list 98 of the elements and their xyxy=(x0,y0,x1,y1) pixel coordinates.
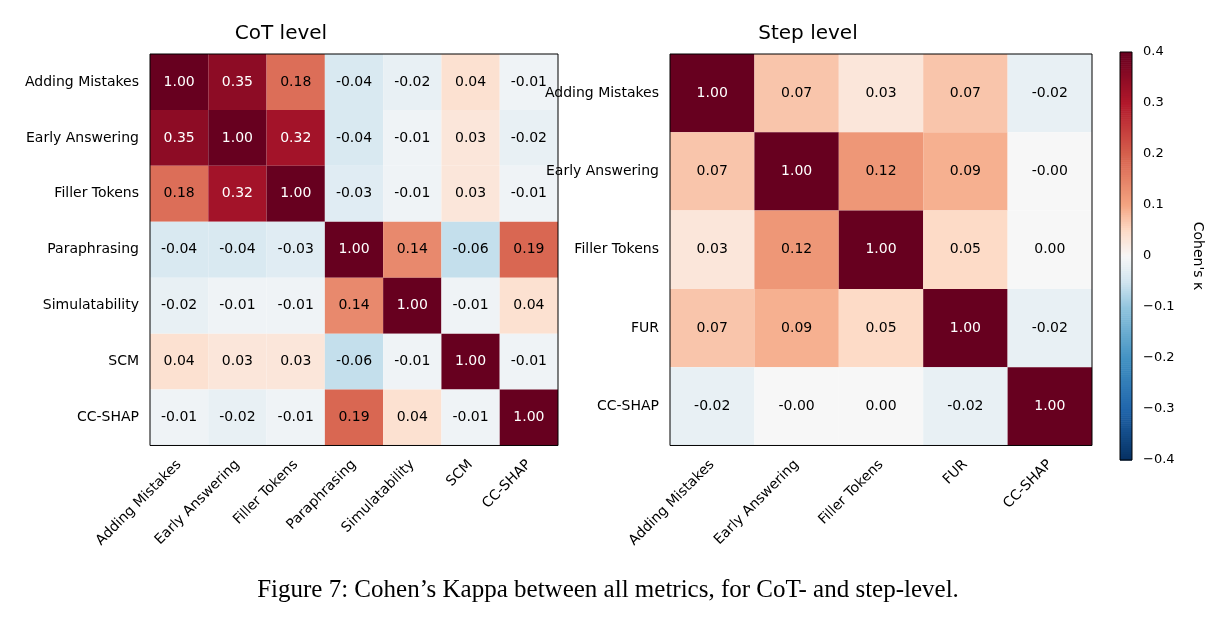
caption: Figure 7: Cohen’s Kappa between all metrics, for CoT- and step-level. xyxy=(256,575,960,603)
data-label: 0.03 xyxy=(280,352,312,369)
data-label: 1.00 xyxy=(781,162,813,179)
data-label: 1.00 xyxy=(221,128,254,145)
data-label: -0.01 xyxy=(394,128,431,145)
data-label: 1.00 xyxy=(396,296,428,313)
data-label: -0.02 xyxy=(161,296,198,313)
data-label: 0.03 xyxy=(865,83,897,100)
data-label: 0.00 xyxy=(1034,240,1066,257)
data-label: 1.00 xyxy=(865,240,897,257)
data-label: -0.01 xyxy=(277,296,314,313)
data-label: 1.00 xyxy=(949,318,981,335)
data-label: 0.09 xyxy=(949,162,981,179)
data-label: 0.07 xyxy=(781,83,813,100)
data-label: 0.32 xyxy=(280,128,312,145)
data-label: -0.02 xyxy=(1031,83,1068,100)
data-label: -0.01 xyxy=(510,72,547,89)
data-label: 0.03 xyxy=(454,184,487,201)
data-label: 0.07 xyxy=(696,318,728,335)
data-label: 0.18 xyxy=(163,184,195,201)
data-label: 0.03 xyxy=(696,240,728,257)
data-label: -0.01 xyxy=(452,408,489,425)
data-label: -0.01 xyxy=(161,408,198,425)
color-bar-label: 0.4 xyxy=(1143,43,1164,59)
y-tick-label: Early Answering xyxy=(25,128,139,145)
data-label: 0.07 xyxy=(949,83,981,100)
data-label: 1.00 xyxy=(513,408,545,425)
y-tick-label: CC-SHAP xyxy=(76,408,139,425)
data-label: 0.04 xyxy=(513,296,545,313)
color-bar-label: 0 xyxy=(1143,247,1152,263)
color-bar-label: −0.2 xyxy=(1143,349,1175,365)
y-tick-label: Early Answering xyxy=(545,162,659,179)
data-label: -0.01 xyxy=(394,184,431,201)
data-label: -0.04 xyxy=(335,72,373,89)
data-label: -0.02 xyxy=(510,128,547,145)
data-label: -0.01 xyxy=(452,296,489,313)
data-label: -0.01 xyxy=(510,352,547,369)
data-label: 1.00 xyxy=(163,72,195,89)
data-label: 1.00 xyxy=(338,240,370,257)
data-label: 0.00 xyxy=(865,396,897,413)
data-label: -0.03 xyxy=(277,240,314,257)
y-tick-label: SCM xyxy=(108,352,139,369)
y-tick-label: Simulatability xyxy=(42,296,139,313)
data-label: 0.14 xyxy=(338,296,370,313)
y-tick-label: FUR xyxy=(630,318,660,335)
data-label: 0.04 xyxy=(454,72,487,89)
data-label: 0.05 xyxy=(949,240,981,257)
data-label: -0.01 xyxy=(219,296,256,313)
data-label: 0.04 xyxy=(396,408,428,425)
data-label: -0.02 xyxy=(394,72,431,89)
color-bar-label: −0.4 xyxy=(1143,451,1175,467)
data-label: 0.09 xyxy=(781,318,813,335)
data-label: 1.00 xyxy=(1034,396,1066,413)
data-label: 1.00 xyxy=(696,83,728,100)
data-label: -0.01 xyxy=(510,184,547,201)
data-label: 1.00 xyxy=(280,184,312,201)
chart-title: CoT level xyxy=(234,20,328,45)
y-tick-label: Paraphrasing xyxy=(47,240,139,257)
data-label: -0.00 xyxy=(778,396,815,413)
y-tick-label: Filler Tokens xyxy=(574,240,659,257)
data-label: 0.35 xyxy=(163,128,195,145)
data-label: -0.02 xyxy=(219,408,256,425)
data-label: -0.00 xyxy=(1031,162,1068,179)
data-label: 0.12 xyxy=(781,240,813,257)
data-label: 0.07 xyxy=(696,162,728,179)
color-bar-label: −0.1 xyxy=(1143,298,1175,314)
y-tick-label: Filler Tokens xyxy=(54,184,139,201)
color-bar-label: −0.3 xyxy=(1143,400,1175,416)
color-bar-label: 0.1 xyxy=(1143,196,1164,212)
data-label: -0.04 xyxy=(161,240,198,257)
data-label: -0.01 xyxy=(277,408,314,425)
data-label: 0.14 xyxy=(396,240,428,257)
color-bar-title: Cohen's κ xyxy=(1190,221,1207,291)
data-label: -0.03 xyxy=(335,184,373,201)
data-label: -0.01 xyxy=(394,352,431,369)
data-label: -0.06 xyxy=(452,240,489,257)
data-label: -0.02 xyxy=(947,396,984,413)
data-label: -0.02 xyxy=(1031,318,1068,335)
y-tick-label: CC-SHAP xyxy=(596,396,659,413)
data-label: -0.04 xyxy=(335,128,373,145)
data-label: 0.19 xyxy=(338,408,370,425)
data-label: 0.18 xyxy=(280,72,312,89)
data-label: 0.12 xyxy=(865,162,897,179)
data-label: 0.19 xyxy=(513,240,545,257)
y-tick-label: Adding Mistakes xyxy=(24,72,139,89)
color-bar-label: 0.3 xyxy=(1143,94,1164,110)
data-label: 0.35 xyxy=(221,72,254,89)
data-label: 0.04 xyxy=(163,352,195,369)
data-label: 0.05 xyxy=(865,318,897,335)
data-label: 0.03 xyxy=(454,128,487,145)
data-label: -0.06 xyxy=(335,352,373,369)
data-label: 0.32 xyxy=(221,184,254,201)
data-label: -0.02 xyxy=(694,396,731,413)
chart-title: Step level xyxy=(758,20,858,45)
data-label: -0.04 xyxy=(219,240,256,257)
color-bar-label: 0.2 xyxy=(1143,145,1164,161)
data-label: 1.00 xyxy=(454,352,487,369)
data-label: 0.03 xyxy=(221,352,254,369)
